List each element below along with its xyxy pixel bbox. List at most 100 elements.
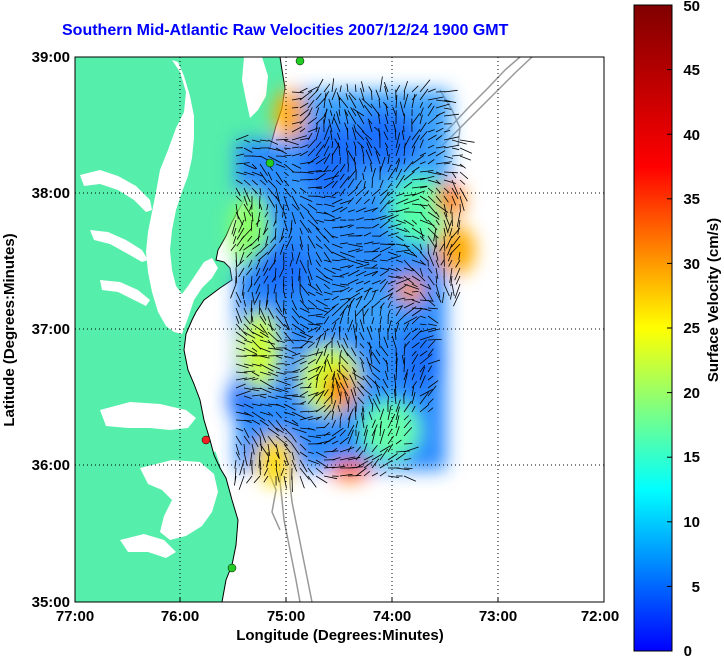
velocity-vector xyxy=(363,104,373,117)
velocity-vector xyxy=(419,175,435,181)
velocity-vector xyxy=(357,397,365,405)
colorbar-tick-label: 35 xyxy=(683,191,700,208)
velocity-vector xyxy=(395,275,404,279)
velocity-vector xyxy=(379,324,381,333)
velocity-vector xyxy=(419,152,427,157)
velocity-vector xyxy=(419,79,431,93)
velocity-vector xyxy=(386,147,389,157)
velocity-vector xyxy=(291,121,302,125)
velocity-vector xyxy=(383,82,389,93)
velocity-vector xyxy=(403,446,419,453)
velocity-vector xyxy=(395,207,410,213)
velocity-vector xyxy=(275,299,282,313)
velocity-vector xyxy=(411,275,421,282)
velocity-vector xyxy=(299,137,310,141)
velocity-vector xyxy=(443,99,457,104)
velocity-vector xyxy=(395,315,406,325)
velocity-vector xyxy=(291,307,301,319)
velocity-vector xyxy=(379,156,386,173)
velocity-vector xyxy=(411,342,420,349)
velocity-vector xyxy=(403,368,409,381)
velocity-vector xyxy=(307,323,321,326)
velocity-vector xyxy=(307,251,312,266)
velocity-vector xyxy=(355,280,364,285)
velocity-vector xyxy=(233,235,237,245)
velocity-vector xyxy=(251,387,262,389)
colorbar-tick-label: 0 xyxy=(684,643,692,659)
velocity-vector xyxy=(353,156,357,173)
velocity-vector xyxy=(275,443,280,459)
velocity-vector xyxy=(243,331,256,339)
velocity-vector xyxy=(291,323,306,334)
velocity-vector xyxy=(307,117,318,125)
velocity-vector xyxy=(403,322,410,333)
velocity-vector xyxy=(251,211,254,222)
velocity-vector xyxy=(403,251,418,257)
velocity-vector xyxy=(443,113,460,117)
velocity-vector xyxy=(315,144,325,157)
velocity-vector xyxy=(382,378,389,389)
velocity-vector xyxy=(355,295,363,301)
velocity-vector xyxy=(259,315,267,325)
velocity-vector xyxy=(374,380,381,397)
velocity-vector xyxy=(427,151,436,157)
velocity-vector xyxy=(252,243,261,250)
y-tick-label: 36:00 xyxy=(32,457,70,474)
velocity-vector xyxy=(458,251,461,260)
velocity-vector xyxy=(403,467,413,469)
velocity-vector xyxy=(375,349,381,357)
velocity-vector xyxy=(315,127,320,141)
velocity-vector xyxy=(403,219,415,227)
y-tick-label: 38:00 xyxy=(32,185,70,202)
velocity-vector xyxy=(427,348,434,357)
velocity-vector xyxy=(395,159,401,173)
velocity-vector xyxy=(363,424,368,437)
velocity-vector xyxy=(267,363,281,370)
velocity-vector xyxy=(419,211,428,222)
velocity-vector xyxy=(243,443,246,454)
velocity-vector xyxy=(291,411,307,420)
velocity-vector xyxy=(379,76,383,93)
velocity-vector xyxy=(379,302,385,309)
station-delaware xyxy=(265,158,275,168)
velocity-vector xyxy=(323,291,333,295)
velocity-vector xyxy=(271,275,277,283)
velocity-vector xyxy=(283,347,297,355)
velocity-vector xyxy=(403,389,407,397)
velocity-vector xyxy=(323,92,327,109)
velocity-vector xyxy=(427,275,435,286)
velocity-vector xyxy=(283,291,286,299)
velocity-vector xyxy=(307,427,316,431)
velocity-vector xyxy=(235,195,242,202)
velocity-vector xyxy=(259,443,269,457)
velocity-vector xyxy=(445,235,453,249)
velocity-vector xyxy=(443,155,454,159)
velocity-vector xyxy=(427,299,436,307)
velocity-vector xyxy=(411,283,418,288)
velocity-vector xyxy=(299,211,305,220)
velocity-vector xyxy=(291,179,300,182)
velocity-vector xyxy=(339,473,353,477)
velocity-vector xyxy=(267,411,274,417)
velocity-vector xyxy=(355,450,364,461)
velocity-vector xyxy=(403,80,408,93)
velocity-vector xyxy=(362,155,365,165)
velocity-vector xyxy=(375,393,381,405)
velocity-vector xyxy=(339,286,350,293)
velocity-vector xyxy=(387,154,390,165)
velocity-vector xyxy=(259,187,262,196)
velocity-vector xyxy=(331,226,343,229)
velocity-vector xyxy=(411,309,422,317)
velocity-vector xyxy=(403,291,413,296)
velocity-vector xyxy=(235,419,252,422)
velocity-vector xyxy=(235,331,247,341)
velocity-vector xyxy=(459,171,469,180)
velocity-vector xyxy=(439,243,445,252)
velocity-vector xyxy=(232,227,237,237)
velocity-vector xyxy=(387,475,400,478)
velocity-vector xyxy=(355,186,367,197)
velocity-vector xyxy=(251,179,258,186)
velocity-vector xyxy=(419,251,429,262)
velocity-vector xyxy=(451,139,467,145)
velocity-vector xyxy=(275,323,282,329)
